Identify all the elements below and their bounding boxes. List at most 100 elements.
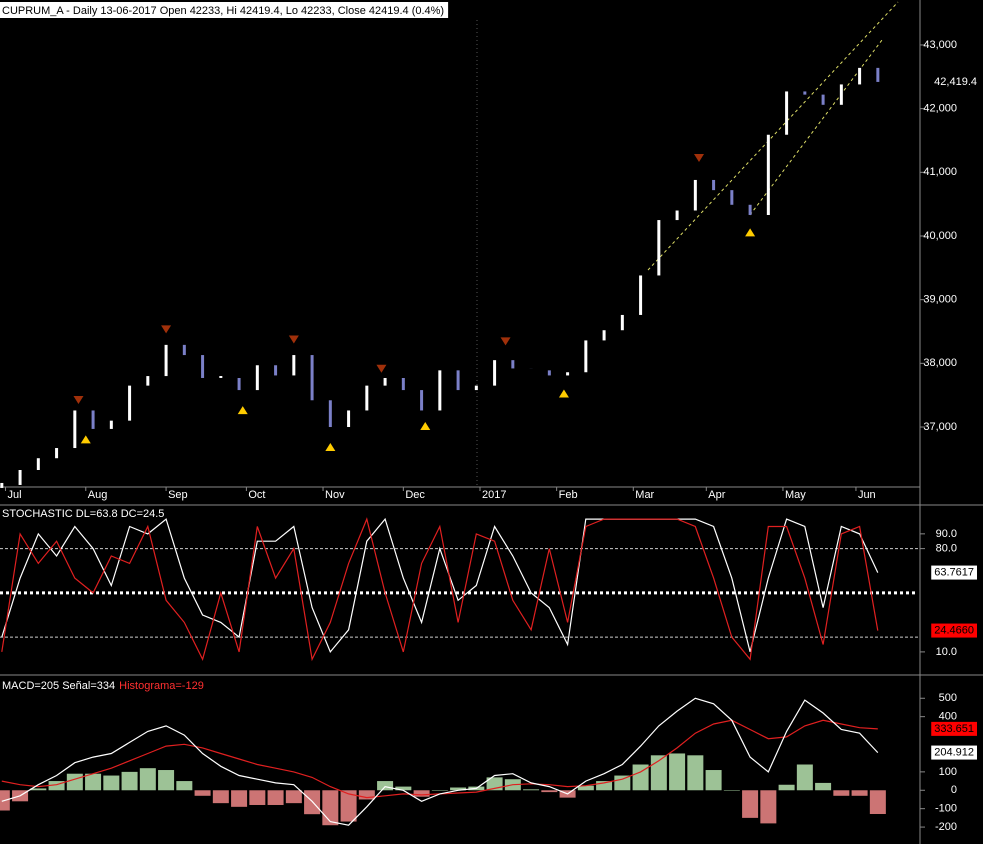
- histogram-bar: [705, 770, 722, 791]
- histogram-bar: [194, 790, 211, 796]
- x-tick-label: May: [785, 489, 806, 501]
- panel-subtitle: Histograma=-129: [119, 680, 204, 692]
- histogram-bar: [30, 788, 47, 791]
- histogram-bar: [212, 790, 229, 804]
- y-tick-label: -200: [935, 821, 957, 833]
- y-tick-label: 38,000: [923, 357, 957, 369]
- histogram-bar: [377, 781, 394, 791]
- y-tick-label: 41,000: [923, 166, 957, 178]
- last-value-box: [931, 565, 977, 580]
- last-value-box: [931, 745, 977, 760]
- histogram-bar: [395, 786, 412, 791]
- histogram-bar: [85, 773, 102, 791]
- histogram-bar: [851, 790, 868, 796]
- y-tick-label: 37,000: [923, 421, 957, 433]
- y-tick-label: 10.0: [936, 646, 957, 658]
- signal-marker: [558, 389, 569, 398]
- y-tick-label: 0: [951, 784, 957, 796]
- y-tick-label: 42,000: [923, 103, 957, 115]
- histogram-bar: [431, 790, 448, 791]
- signal-marker: [745, 228, 756, 237]
- series-line: [1, 517, 879, 654]
- histogram-bar: [340, 790, 357, 822]
- y-tick-label: 39,000: [923, 294, 957, 306]
- x-tick-label: Nov: [325, 489, 345, 501]
- signal-marker: [288, 335, 299, 344]
- x-tick-label: Mar: [635, 489, 654, 501]
- histogram-bar: [742, 790, 759, 818]
- histogram-bar: [869, 790, 886, 815]
- histogram-bar: [176, 781, 193, 791]
- panel-title: STOCHASTIC DL=63.8 DC=24.5: [2, 508, 164, 520]
- y-tick-label: 43,000: [923, 39, 957, 51]
- y-tick-label: 100: [939, 766, 957, 778]
- histogram-bar: [450, 787, 467, 791]
- histogram-bar: [614, 775, 631, 791]
- last-value-label: 63.7617: [934, 566, 974, 578]
- y-tick-label: 500: [939, 692, 957, 704]
- y-tick-label: -100: [935, 803, 957, 815]
- last-value-label: 333.651: [934, 723, 974, 735]
- x-tick-label: Oct: [248, 489, 265, 501]
- y-tick-label: 90.0: [936, 528, 957, 540]
- signal-marker: [73, 396, 84, 405]
- x-tick-label: Dec: [405, 489, 425, 501]
- x-tick-label: 2017: [482, 489, 506, 501]
- histogram-bar: [48, 781, 65, 791]
- y-tick-label: 400: [939, 711, 957, 723]
- histogram-bar: [139, 768, 156, 791]
- y-tick-label: 40,000: [923, 230, 957, 242]
- histogram-bar: [413, 790, 430, 797]
- histogram-bar: [760, 790, 777, 824]
- x-tick-label: Jun: [858, 489, 876, 501]
- histogram-bar: [322, 790, 339, 826]
- histogram-bar: [103, 775, 120, 791]
- last-value-label: 24.4660: [934, 624, 974, 636]
- histogram-bar: [66, 773, 83, 791]
- signal-marker: [376, 364, 387, 373]
- x-tick-label: Jul: [7, 489, 21, 501]
- x-tick-label: Feb: [559, 489, 578, 501]
- histogram-bar: [523, 789, 540, 791]
- last-value-label: 204.912: [934, 746, 974, 758]
- trend-line: [647, 1, 899, 271]
- series-line: [1, 697, 879, 826]
- histogram-bar: [723, 790, 740, 791]
- title-box: [0, 2, 449, 18]
- panel-title: MACD=205 Señal=334: [2, 680, 115, 692]
- x-tick-label: Apr: [708, 489, 725, 501]
- x-tick-label: Aug: [88, 489, 108, 501]
- y-tick-label: 80.0: [936, 543, 957, 555]
- histogram-bar: [121, 771, 138, 791]
- histogram-bar: [231, 790, 248, 807]
- histogram-bar: [596, 781, 613, 791]
- histogram-bar: [158, 770, 175, 791]
- histogram-bar: [778, 784, 795, 791]
- signal-marker: [80, 435, 91, 444]
- signal-marker: [693, 154, 704, 163]
- last-value-box: [931, 623, 977, 638]
- signal-marker: [161, 325, 172, 334]
- histogram-bar: [577, 785, 594, 791]
- histogram-bar: [358, 790, 375, 800]
- histogram-bar: [285, 790, 302, 804]
- signal-marker: [500, 337, 511, 346]
- histogram-bar: [796, 764, 813, 791]
- histogram-bar: [650, 755, 667, 791]
- last-value-box: [931, 721, 977, 736]
- histogram-bar: [541, 790, 558, 793]
- last-value-label: 42,419.4: [934, 76, 977, 88]
- histogram-bar: [632, 764, 649, 791]
- signal-marker: [237, 406, 248, 415]
- series-line: [1, 517, 879, 662]
- histogram-bar: [267, 790, 284, 805]
- histogram-bar: [815, 782, 832, 791]
- x-tick-label: Sep: [168, 489, 188, 501]
- histogram-bar: [669, 753, 686, 791]
- histogram-bar: [833, 790, 850, 796]
- signal-marker: [325, 443, 336, 452]
- histogram-bar: [687, 755, 704, 791]
